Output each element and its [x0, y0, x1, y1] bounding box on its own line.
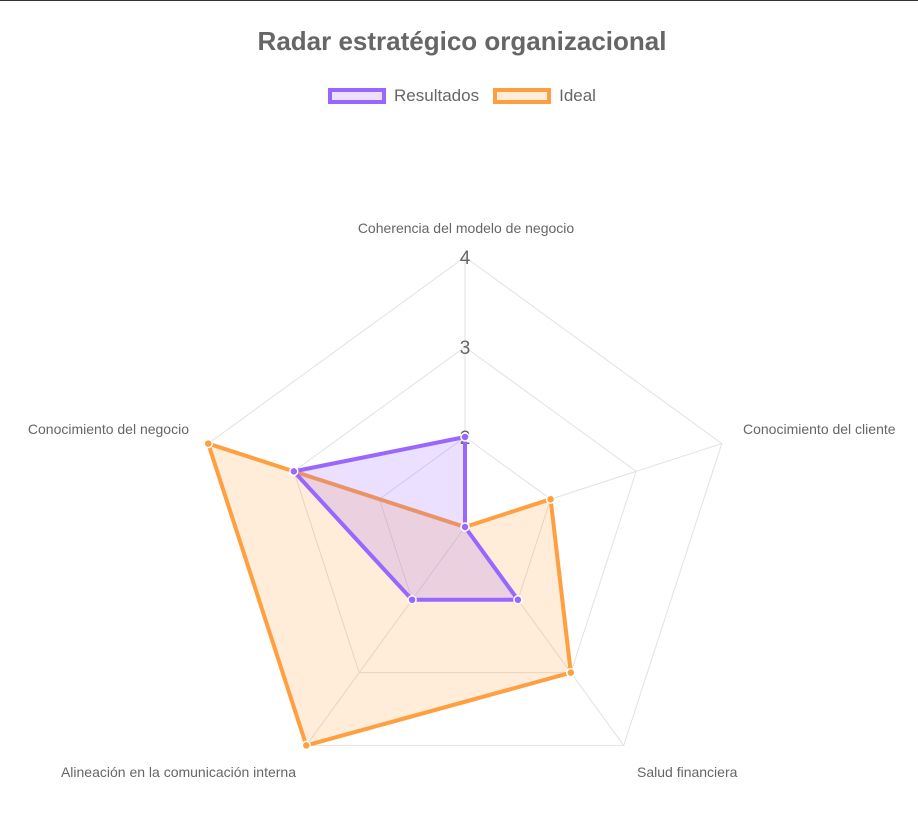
data-point-ideal-2 — [545, 494, 556, 504]
legend-swatch-ideal — [493, 88, 552, 104]
tick-label-4: 4 — [460, 248, 471, 269]
data-point-ideal-4 — [301, 740, 312, 751]
top-border — [0, 0, 918, 1]
axis-label-5: Conocimiento del negocio — [28, 421, 189, 437]
series-area-resultados — [289, 434, 522, 602]
axis-line-4 — [305, 526, 466, 746]
data-point-resultados-3 — [513, 595, 523, 605]
legend-item-resultados[interactable]: Resultados — [328, 86, 479, 106]
legend-label-resultados: Resultados — [394, 86, 480, 105]
grid-ring-3 — [293, 346, 637, 674]
series-area-ideal — [205, 440, 573, 748]
axis-label-3: Salud financiera — [637, 764, 738, 780]
data-point-ideal-3 — [566, 667, 576, 678]
legend-label-ideal: Ideal — [559, 86, 596, 105]
data-point-ideal-5 — [203, 438, 213, 449]
legend: Resultados Ideal — [0, 86, 918, 106]
chart-title: Radar estratégico organizacional — [257, 26, 667, 56]
axis-label-1: Coherencia del modelo de negocio — [358, 220, 575, 236]
data-point-resultados-4 — [407, 595, 417, 605]
axis-label-2: Conocimiento del cliente — [743, 421, 896, 437]
legend-swatch-resultados — [328, 88, 387, 104]
grid-ring-4 — [207, 256, 723, 746]
axis-label-4: Alineación en la comunicación interna — [61, 764, 296, 780]
legend-item-ideal[interactable]: Ideal — [493, 86, 596, 106]
tick-label-3: 3 — [460, 338, 471, 359]
data-point-resultados-5 — [289, 466, 299, 477]
data-point-resultados-2 — [460, 522, 470, 532]
data-point-resultados-1 — [460, 432, 470, 442]
